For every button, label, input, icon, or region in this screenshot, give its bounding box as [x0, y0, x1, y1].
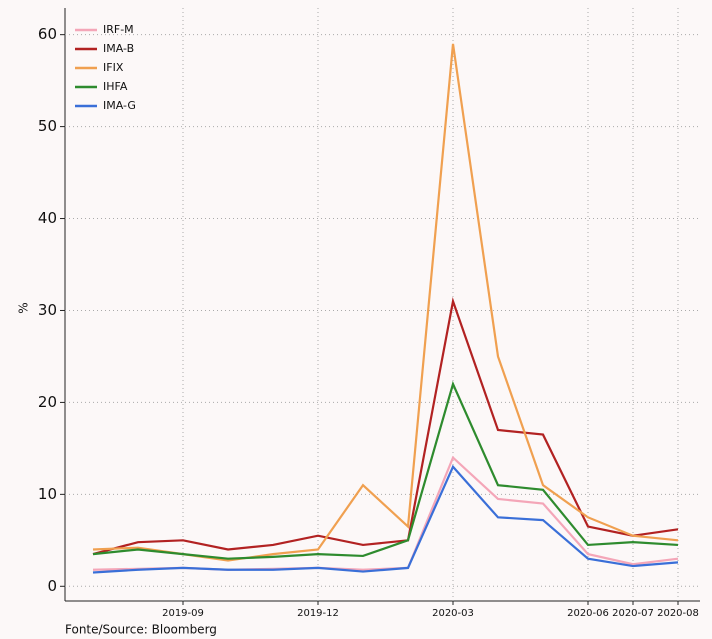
x-tick-label: 2020-07: [612, 608, 654, 619]
y-tick-label: 30: [38, 301, 57, 319]
series-line: [92, 43, 679, 562]
y-tick-label: 50: [38, 117, 57, 135]
x-tick-label: 2019-09: [162, 608, 204, 619]
source-note: Fonte/Source: Bloomberg: [65, 623, 217, 637]
y-tick-label: 0: [47, 577, 57, 595]
legend-label: IMA-B: [103, 42, 134, 55]
y-tick-label: 60: [38, 25, 57, 43]
x-tick-label: 2020-08: [657, 608, 699, 619]
legend-label: IRF-M: [103, 23, 134, 36]
y-tick-label: 20: [38, 393, 57, 411]
series-line: [92, 380, 679, 560]
legend-label: IMA-G: [103, 99, 136, 112]
legend-label: IHFA: [103, 80, 128, 93]
x-tick-label: 2020-03: [432, 608, 474, 619]
y-axis-label: %: [17, 302, 31, 313]
y-tick-label: 10: [38, 485, 57, 503]
y-tick-label: 40: [38, 209, 57, 227]
series-line: [92, 464, 679, 574]
x-tick-label: 2020-06: [567, 608, 609, 619]
x-tick-label: 2019-12: [297, 608, 339, 619]
legend-label: IFIX: [103, 61, 124, 74]
series-line: [92, 297, 679, 556]
